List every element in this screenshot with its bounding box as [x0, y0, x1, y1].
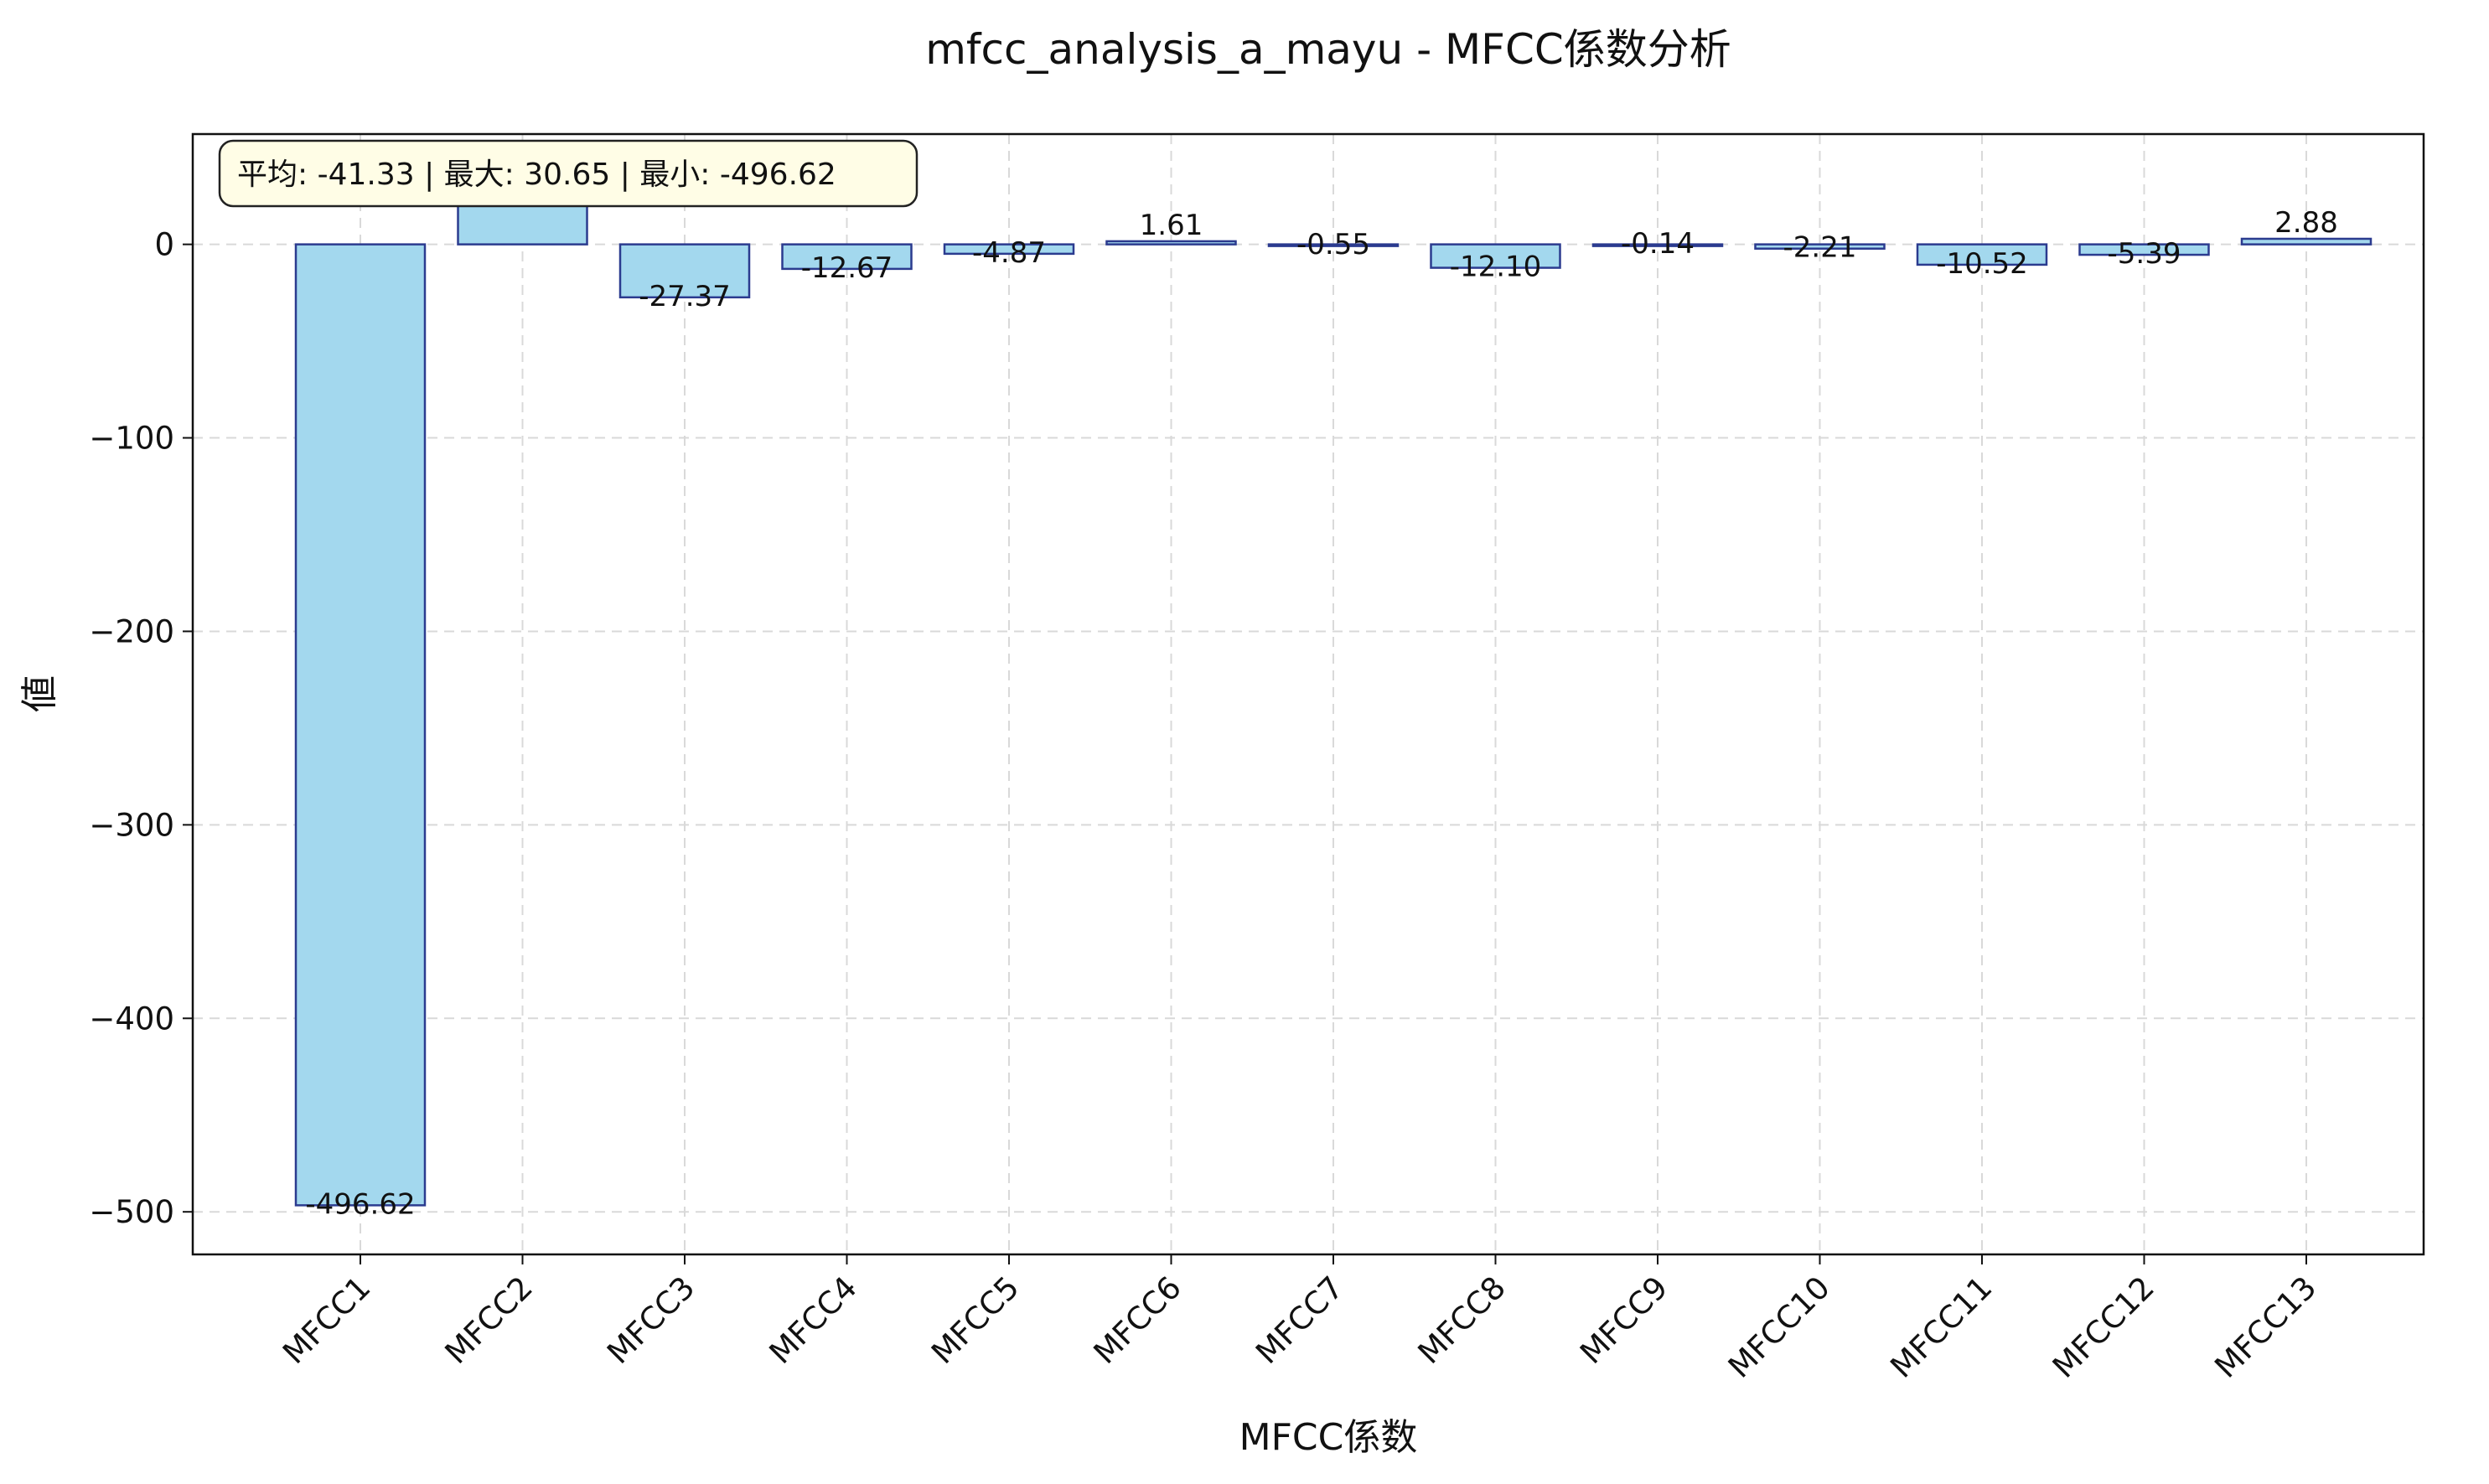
- x-tick-label: MFCC12: [2046, 1269, 2161, 1385]
- y-tick-label: 0: [154, 227, 174, 263]
- bar-mfcc8: [1430, 243, 1561, 269]
- data-label-mfcc5: -4.87: [972, 236, 1046, 270]
- y-tick-label: −500: [89, 1194, 174, 1230]
- x-axis-label: MFCC係数: [1239, 1416, 1418, 1459]
- plot-frame: [191, 132, 2425, 1256]
- y-tick-label: −300: [89, 807, 174, 843]
- data-label-mfcc4: -12.67: [801, 251, 893, 285]
- x-tick-label: MFCC11: [1884, 1269, 2000, 1385]
- bar-mfcc10: [1754, 243, 1886, 250]
- data-label-mfcc8: -12.10: [1450, 251, 1542, 284]
- x-tick-label: MFCC13: [2208, 1269, 2324, 1385]
- data-label-mfcc1: -496.62: [305, 1187, 415, 1221]
- x-tick-label: MFCC2: [438, 1269, 540, 1371]
- x-tick-label: MFCC7: [1249, 1269, 1350, 1371]
- x-tick-label: MFCC9: [1573, 1269, 1674, 1371]
- data-labels: -496.6230.65-27.37-12.67-4.871.61-0.55-1…: [305, 153, 2337, 1222]
- x-tick-label: MFCC5: [924, 1269, 1026, 1371]
- bar-mfcc1: [294, 243, 427, 1207]
- bar-mfcc6: [1105, 240, 1237, 246]
- stats-box: 平均: -41.33 | 最大: 30.65 | 最小: -496.62: [218, 139, 918, 208]
- x-axis: MFCC1 MFCC2 MFCC3 MFCC4 MFCC5 MFCC6 MFCC7 MFCC8…: [276, 1254, 2323, 1385]
- bar-mfcc13: [2240, 237, 2373, 246]
- data-label-mfcc10: -2.21: [1783, 231, 1857, 265]
- bar-mfcc11: [1916, 243, 2048, 266]
- data-label-mfcc7: -0.55: [1296, 228, 1370, 261]
- data-label-mfcc11: -10.52: [1936, 247, 2028, 281]
- x-tick-label: MFCC4: [763, 1269, 864, 1371]
- x-tick-label: MFCC10: [1721, 1269, 1837, 1385]
- bar-mfcc4: [781, 243, 913, 271]
- bar-mfcc12: [2078, 243, 2210, 256]
- gridlines: [193, 134, 2424, 1254]
- bars: [294, 184, 2373, 1207]
- data-label-mfcc9: -0.14: [1621, 227, 1695, 261]
- x-tick-label: MFCC8: [1411, 1269, 1513, 1371]
- y-tick-label: −200: [89, 613, 174, 649]
- data-label-mfcc3: -27.37: [639, 280, 731, 313]
- bar-mfcc9: [1591, 243, 1724, 247]
- y-axis: 0 −100 −200 −300 −400 −500: [89, 227, 193, 1230]
- bar-mfcc5: [943, 243, 1075, 256]
- chart-title: mfcc_analysis_a_mayu - MFCC係数分析: [925, 25, 1731, 74]
- data-label-mfcc13: 2.88: [2274, 206, 2338, 240]
- data-label-mfcc6: 1.61: [1140, 209, 1203, 242]
- stats-text: 平均: -41.33 | 最大: 30.65 | 最小: -496.62: [237, 158, 836, 192]
- y-tick-label: −100: [89, 421, 174, 457]
- y-axis-label: 値: [18, 675, 61, 712]
- bar-mfcc3: [618, 243, 751, 299]
- x-tick-label: MFCC6: [1087, 1269, 1188, 1371]
- y-tick-label: −400: [89, 1001, 174, 1037]
- x-tick-label: MFCC3: [600, 1269, 701, 1371]
- bar-mfcc7: [1267, 243, 1400, 247]
- stats-box-background: [218, 139, 918, 208]
- data-label-mfcc12: -5.39: [2108, 237, 2181, 271]
- x-tick-label: MFCC1: [276, 1269, 377, 1371]
